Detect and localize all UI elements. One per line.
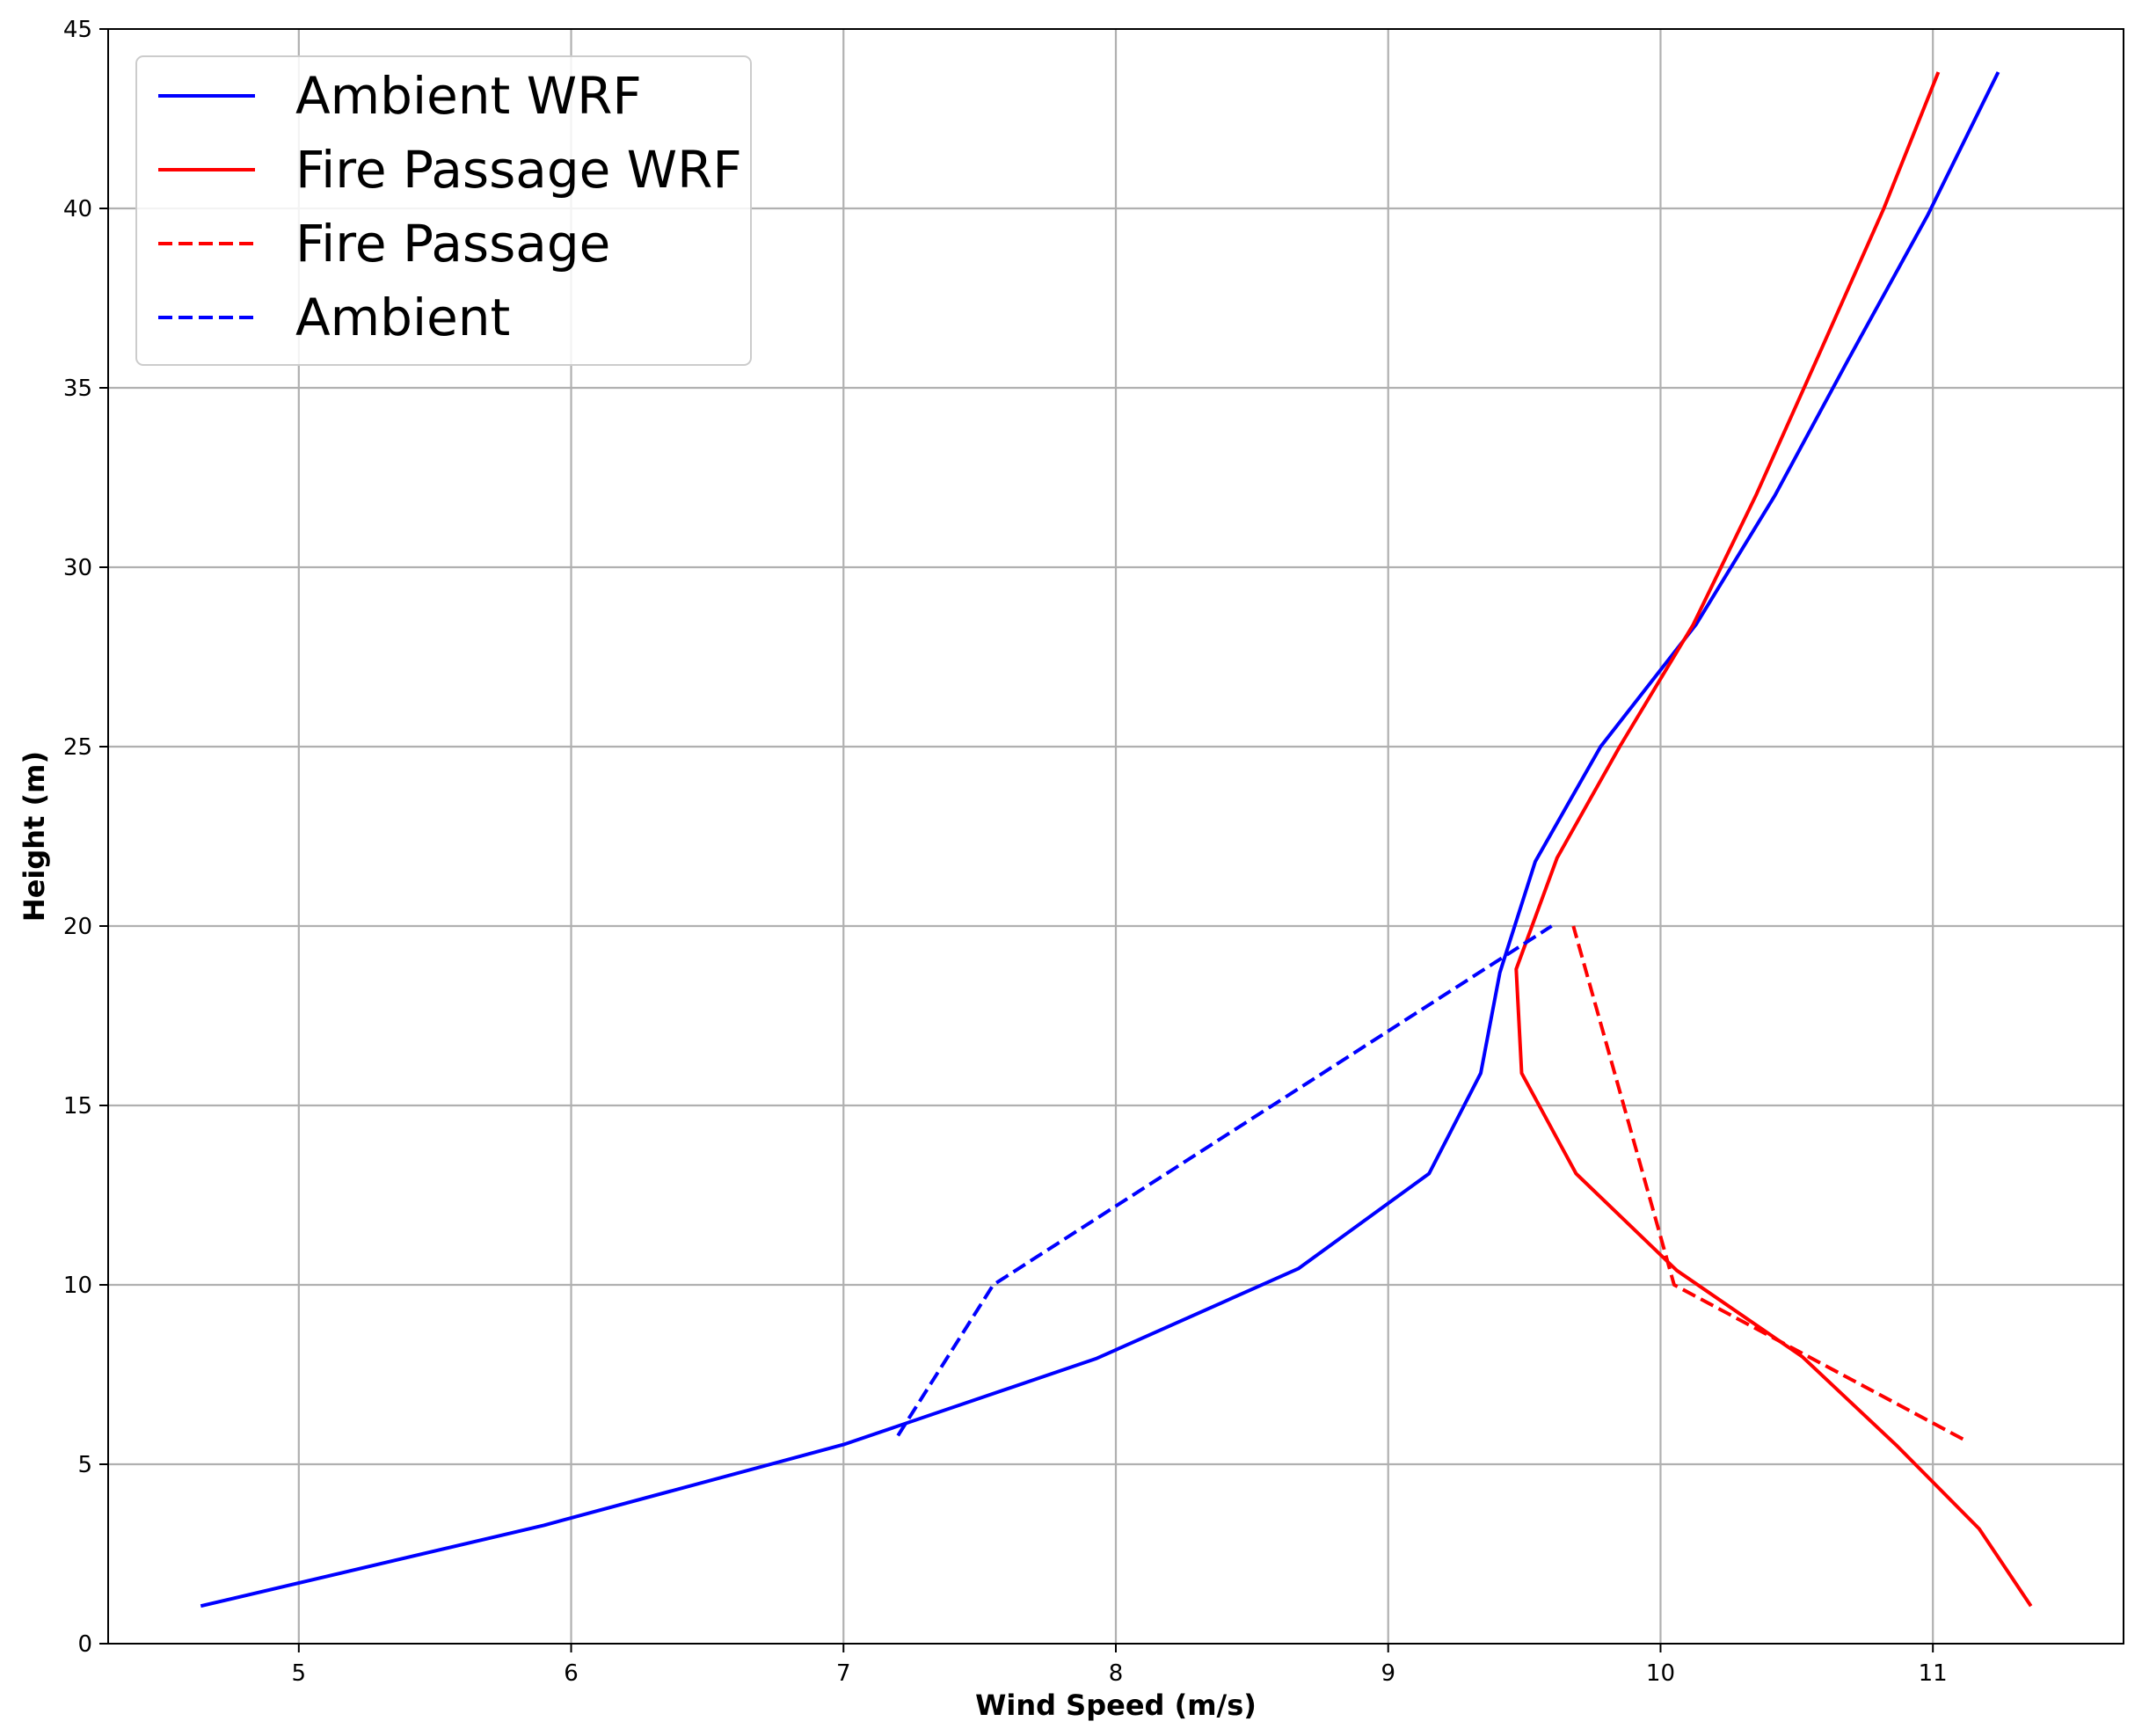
y-tick-label: 25: [63, 734, 92, 761]
y-tick-label: 5: [77, 1452, 92, 1478]
x-tick-label: 8: [1109, 1660, 1124, 1687]
y-tick-label: 35: [63, 376, 92, 402]
series-line-2: [1571, 925, 1964, 1441]
x-tick-label: 6: [564, 1660, 579, 1687]
y-tick-label: 0: [77, 1631, 92, 1658]
legend-box: [135, 55, 752, 366]
x-tick-label: 11: [1919, 1660, 1948, 1687]
grid-lines: [108, 29, 2124, 1644]
series-line-1: [1514, 71, 2033, 1608]
x-tick-label: 7: [836, 1660, 851, 1687]
legend: Ambient WRF Fire Passage WRF Fire Passage A…: [135, 55, 752, 366]
x-tick-label: 5: [292, 1660, 307, 1687]
series-line-3: [896, 924, 1553, 1437]
series-lines: [200, 71, 2033, 1608]
y-tick-label: 30: [63, 555, 92, 581]
y-tick-label: 40: [63, 196, 92, 222]
y-tick-label: 20: [63, 914, 92, 940]
legend-label: Fire Passage: [295, 214, 610, 274]
legend-label: Ambient WRF: [295, 66, 642, 126]
y-tick-label: 45: [63, 17, 92, 43]
x-tick-label: 10: [1646, 1660, 1675, 1687]
y-axis-title: Height (m): [18, 751, 51, 922]
series-line-0: [200, 71, 2000, 1608]
y-tick-label: 15: [63, 1093, 92, 1120]
axis-ticks: 5 6 7 8 9 10 11 0 5 10 15 20 25 30 35 40 45: [63, 17, 1948, 1687]
x-tick-label: 9: [1381, 1660, 1395, 1687]
legend-label: Fire Passage WRF: [295, 140, 742, 200]
y-tick-label: 10: [63, 1273, 92, 1299]
legend-label: Ambient: [295, 288, 510, 347]
x-axis-title: Wind Speed (m/s): [975, 1689, 1257, 1722]
